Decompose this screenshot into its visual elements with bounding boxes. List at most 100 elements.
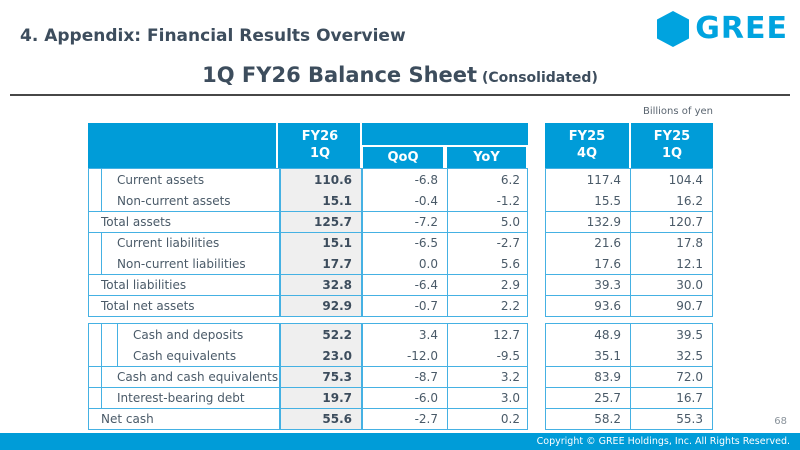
- indent-guide: [117, 345, 118, 366]
- column-header-fy25-1q-line2: 1Q: [661, 145, 683, 161]
- column-header-fy25-1q-line1: FY25: [653, 129, 691, 145]
- value-qoq: -2.7: [414, 412, 438, 426]
- value-qoq: -6.5: [414, 236, 438, 250]
- divider-line: [10, 94, 790, 96]
- value-fy26-1q: 125.7: [279, 212, 363, 232]
- row-label: Current assets: [89, 169, 279, 190]
- balance-sheet-table-header: FY26 1Q QoQ YoY: [88, 123, 528, 168]
- indent-guide: [101, 388, 102, 408]
- value-fy26-1q: 19.7: [279, 388, 363, 408]
- slide-subtitle: 1Q FY26 Balance Sheet (Consolidated): [0, 63, 800, 87]
- row-label: Total assets: [101, 215, 172, 229]
- value-fy25-4q: 25.7: [594, 391, 621, 405]
- value-fy25-1q: 120.7: [630, 212, 712, 232]
- value-fy26-1q: 92.9: [279, 296, 363, 316]
- right-table-block-1: 117.4 104.4 15.5 16.2 132.9 120.7 21.6 17.8 17.6…: [545, 168, 713, 317]
- column-header-yoy-label: YoY: [473, 150, 500, 165]
- value-fy25-1q: 17.8: [630, 233, 712, 253]
- value-fy25-4q: 93.6: [594, 299, 621, 313]
- value-fy25-1q: 55.3: [630, 409, 712, 429]
- indent-guide: [101, 324, 102, 345]
- value-fy25-1q: 90.7: [630, 296, 712, 316]
- table-row: 35.1 32.5: [546, 345, 712, 366]
- page-number: 68: [774, 416, 787, 427]
- value-yoy: 0.2: [447, 409, 529, 429]
- value-fy25-1q: 72.0: [630, 367, 712, 387]
- value-fy25-4q: 39.3: [594, 278, 621, 292]
- gree-hexagon-icon: [657, 11, 690, 47]
- gree-logo: GREE: [656, 10, 788, 48]
- left-table-block-1: Current assets 110.6 -6.8 6.2 Non-current as…: [88, 168, 528, 317]
- table-row: Non-current assets 15.1 -0.4 -1.2: [89, 190, 527, 211]
- value-fy25-1q: 16.2: [630, 190, 712, 211]
- value-fy25-4q: 15.5: [594, 193, 621, 208]
- indent-guide: [101, 345, 102, 366]
- footer-bar: Copyright © GREE Holdings, Inc. All Righ…: [0, 433, 800, 450]
- table-row: 48.9 39.5: [546, 324, 712, 345]
- indent-guide: [101, 190, 102, 211]
- value-qoq: -0.4: [414, 193, 438, 208]
- table-row: 39.3 30.0: [546, 274, 712, 295]
- table-row: Cash equivalents 23.0 -12.0 -9.5: [89, 345, 527, 366]
- column-header-fy25-4q-line2: 4Q: [576, 145, 598, 161]
- page-title: 4. Appendix: Financial Results Overview: [20, 26, 406, 46]
- table-row: 17.6 12.1: [546, 253, 712, 274]
- comparison-table-body: 117.4 104.4 15.5 16.2 132.9 120.7 21.6 17.8 17.6…: [545, 168, 713, 430]
- table-row: 93.6 90.7: [546, 295, 712, 316]
- table-row: 21.6 17.8: [546, 232, 712, 253]
- row-label: Non-current liabilities: [89, 253, 279, 274]
- table-row: Net cash 55.6 -2.7 0.2: [89, 408, 527, 429]
- value-fy26-1q: 17.7: [279, 253, 363, 274]
- comparison-table: FY25 4Q FY25 1Q 117.4 104.4 15.5 16.2 132.9 1…: [545, 123, 713, 430]
- row-label: Interest-bearing debt: [89, 388, 279, 408]
- table-row: Total net assets 92.9 -0.7 2.2: [89, 295, 527, 316]
- table-row: Cash and cash equivalents 75.3 -8.7 3.2: [89, 366, 527, 387]
- table-row: 132.9 120.7: [546, 211, 712, 232]
- indent-guide: [117, 324, 118, 345]
- row-label: Cash equivalents: [89, 345, 279, 366]
- indent-guide: [101, 253, 102, 274]
- indent-guide: [101, 367, 102, 387]
- row-label: Current liabilities: [89, 233, 279, 253]
- value-yoy: 5.0: [447, 212, 529, 232]
- value-qoq: 0.0: [418, 256, 438, 271]
- table-row: Current liabilities 15.1 -6.5 -2.7: [89, 232, 527, 253]
- balance-sheet-table-body: Current assets 110.6 -6.8 6.2 Non-current as…: [88, 168, 528, 430]
- value-qoq: -6.4: [414, 278, 438, 292]
- row-label: Total liabilities: [101, 278, 187, 292]
- value-qoq: -6.0: [414, 391, 438, 405]
- table-row: Cash and deposits 52.2 3.4 12.7: [89, 324, 527, 345]
- table-row: 15.5 16.2: [546, 190, 712, 211]
- row-label: Non-current assets: [89, 190, 279, 211]
- value-qoq: -0.7: [414, 299, 438, 313]
- value-fy26-1q: 75.3: [279, 367, 363, 387]
- table-row: 25.7 16.7: [546, 387, 712, 408]
- row-label: Total net assets: [101, 299, 195, 313]
- header-divider: [276, 123, 278, 168]
- column-header-fy26-line2: 1Q: [309, 145, 331, 161]
- table-row: Total liabilities 32.8 -6.4 2.9: [89, 274, 527, 295]
- column-header-fy25-4q-line1: FY25: [568, 129, 606, 145]
- value-yoy: 2.2: [447, 296, 529, 316]
- value-fy25-1q: 32.5: [630, 345, 712, 366]
- row-label: Cash and cash equivalents: [89, 367, 279, 387]
- value-yoy: 12.7: [447, 324, 529, 345]
- value-fy26-1q: 52.2: [279, 324, 363, 345]
- value-fy25-1q: 39.5: [630, 324, 712, 345]
- value-qoq: -7.2: [414, 215, 438, 229]
- table-row: Total assets 125.7 -7.2 5.0: [89, 211, 527, 232]
- row-label: Cash and deposits: [89, 324, 279, 345]
- gree-logo-text: GREE: [695, 11, 788, 46]
- copyright-text: Copyright © GREE Holdings, Inc. All Righ…: [536, 436, 790, 447]
- column-header-fy25-4q: FY25 4Q: [545, 123, 629, 168]
- column-header-fy26-line1: FY26: [301, 129, 339, 145]
- column-header-fy25-1q: FY25 1Q: [629, 123, 713, 168]
- value-yoy: -1.2: [447, 190, 529, 211]
- value-yoy: 2.9: [447, 275, 529, 295]
- value-fy25-4q: 117.4: [586, 172, 621, 187]
- value-fy25-4q: 83.9: [594, 370, 621, 384]
- row-label: Net cash: [101, 412, 154, 426]
- value-fy25-1q: 16.7: [630, 388, 712, 408]
- value-yoy: 6.2: [447, 169, 529, 190]
- table-row: 117.4 104.4: [546, 169, 712, 190]
